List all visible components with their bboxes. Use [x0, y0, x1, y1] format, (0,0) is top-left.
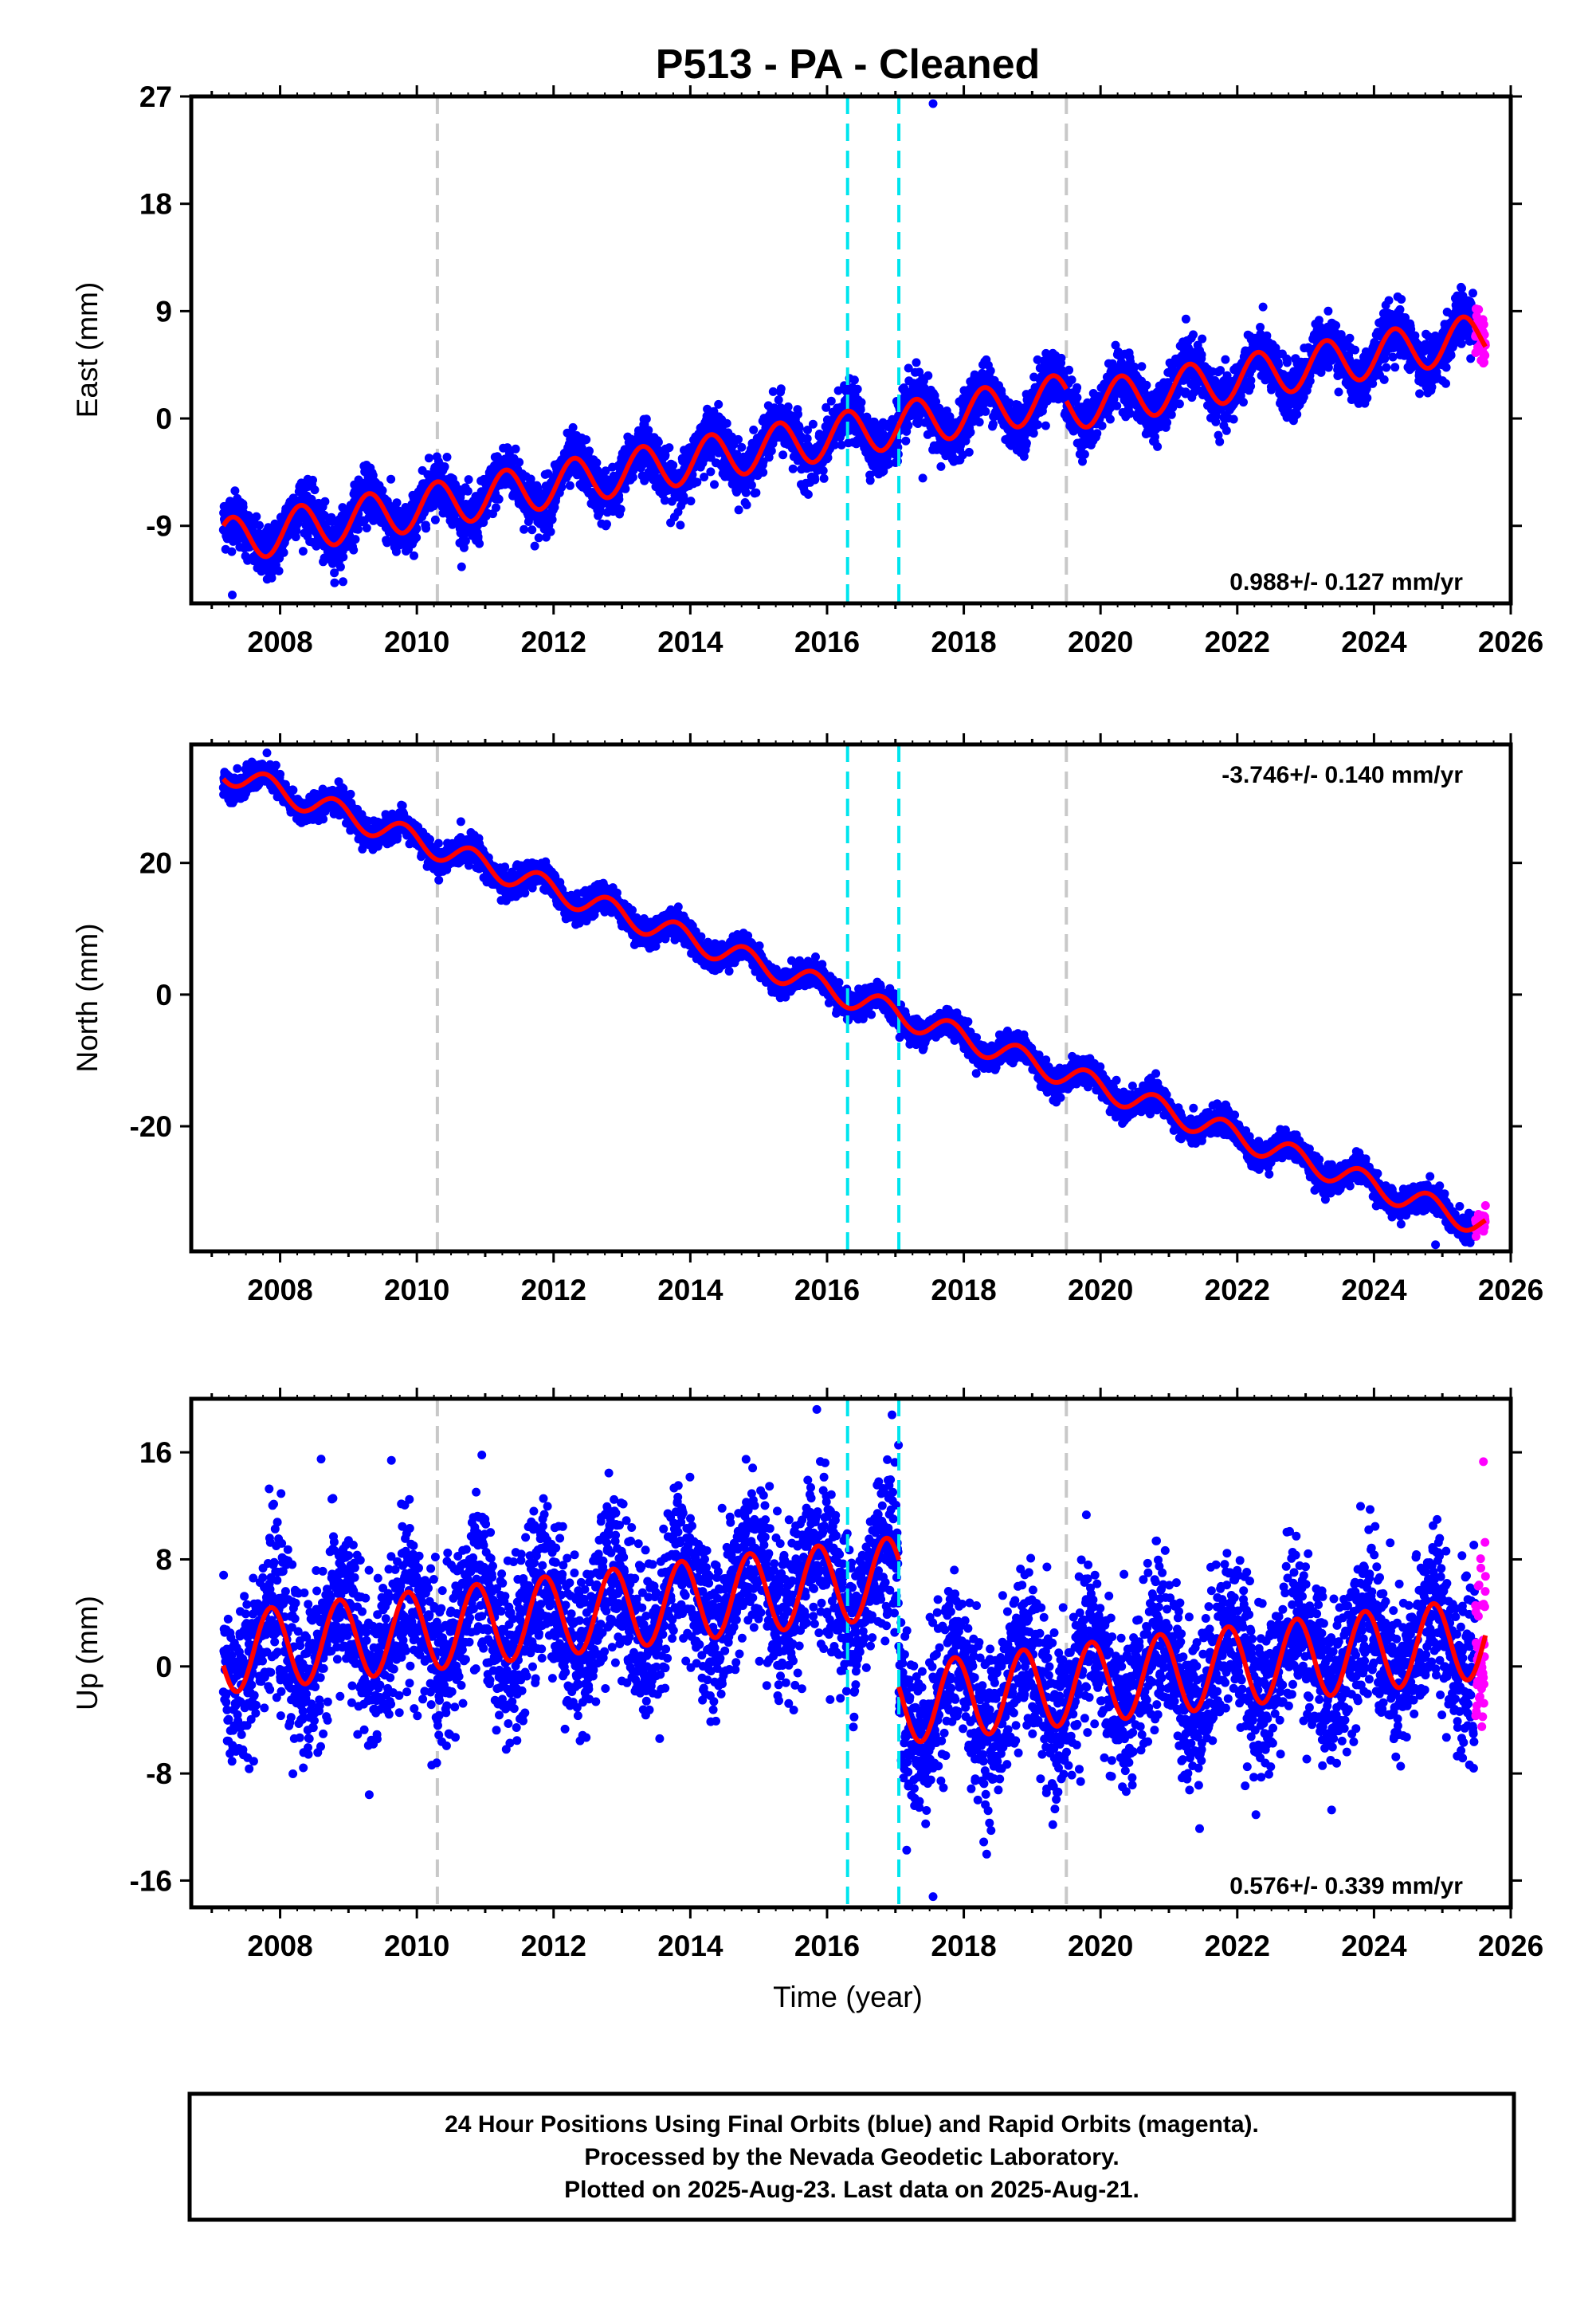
east-y-tick-label: 27 — [139, 81, 172, 113]
up-y-tick-label: 0 — [155, 1651, 172, 1683]
north-x-tick-label: 2018 — [931, 1274, 996, 1306]
north-x-tick-label: 2022 — [1205, 1274, 1270, 1306]
up-y-tick-label: 8 — [155, 1543, 172, 1576]
east-x-tick-label: 2010 — [384, 626, 449, 658]
up-frame — [189, 1396, 1513, 1910]
panel-north: 2008 2010 2012 2014 2016 2018 2020 2022 2024 2026… — [71, 733, 1543, 1306]
east-y-tick-label: 18 — [139, 188, 172, 221]
north-x-tick-label: 2008 — [247, 1274, 312, 1306]
east-final-orbit-points — [218, 99, 1480, 600]
north-y-tick-label: -20 — [130, 1110, 172, 1143]
north-x-tick-label: 2016 — [794, 1274, 860, 1306]
east-frame — [189, 94, 1513, 606]
north-rate-annotation: -3.746+/- 0.140 mm/yr — [1222, 762, 1463, 788]
east-plot-area — [218, 96, 1490, 603]
east-y-tick-label: -9 — [146, 510, 172, 543]
north-x-tick-label: 2020 — [1068, 1274, 1133, 1306]
up-y-axis-label: Up (mm) — [71, 1596, 104, 1710]
up-model-fit-line — [221, 1535, 901, 1694]
east-x-tick-label: 2022 — [1205, 626, 1270, 658]
up-x-tick-label: 2024 — [1341, 1930, 1407, 1962]
up-x-tick-label: 2014 — [657, 1930, 723, 1962]
up-x-tick-label: 2020 — [1068, 1930, 1133, 1962]
up-x-tick-label: 2018 — [931, 1930, 996, 1962]
north-frame — [189, 742, 1513, 1254]
panel-east: 2008 2010 2012 2014 2016 2018 2020 2022 2024 2026… — [71, 81, 1543, 658]
up-x-tick-label: 2026 — [1478, 1930, 1543, 1962]
east-x-tick-label: 2012 — [521, 626, 586, 658]
up-final-orbit-points — [218, 1404, 1480, 1902]
up-plot-area — [218, 1399, 1490, 1907]
north-plot-area — [218, 744, 1490, 1251]
up-x-tick-label: 2008 — [247, 1930, 312, 1962]
up-model-fit-line — [896, 1647, 1069, 1745]
north-x-tick-label: 2014 — [657, 1274, 723, 1306]
east-y-tick-label: 0 — [155, 403, 172, 435]
up-y-tick-label: -16 — [130, 1864, 172, 1897]
up-y-tick-label: -8 — [146, 1757, 172, 1790]
east-model-fit-line — [221, 373, 1069, 560]
north-x-tick-label: 2026 — [1478, 1274, 1543, 1306]
north-model-fit-line — [222, 771, 1488, 1233]
up-y-tick-label: 16 — [139, 1436, 172, 1469]
north-y-axis-label: North (mm) — [71, 923, 104, 1072]
east-x-tick-label: 2014 — [657, 626, 723, 658]
up-x-tick-label: 2016 — [794, 1930, 860, 1962]
figure-title: P513 - PA - Cleaned — [656, 41, 1041, 88]
footer-line-1: 24 Hour Positions Using Final Orbits (bl… — [445, 2111, 1259, 2138]
north-final-orbit-points — [218, 748, 1480, 1250]
north-x-tick-label: 2012 — [521, 1274, 586, 1306]
east-y-tick-label: 9 — [155, 295, 172, 328]
x-axis-label: Time (year) — [773, 1981, 923, 2013]
footer-box: 24 Hour Positions Using Final Orbits (bl… — [187, 2091, 1516, 2222]
east-y-axis-label: East (mm) — [71, 282, 104, 418]
north-y-tick-label: 0 — [155, 979, 172, 1011]
panels: 2008 2010 2012 2014 2016 2018 2020 2022 2024 2026… — [71, 81, 1543, 1962]
north-x-tick-label: 2010 — [384, 1274, 449, 1306]
east-x-tick-label: 2018 — [931, 626, 996, 658]
north-x-tick-label: 2024 — [1341, 1274, 1407, 1306]
east-x-tick-label: 2020 — [1068, 626, 1133, 658]
up-model-fit-line — [1064, 1601, 1488, 1722]
up-x-tick-label: 2022 — [1205, 1930, 1270, 1962]
east-x-tick-label: 2008 — [247, 626, 312, 658]
panel-up: 2008 2010 2012 2014 2016 2018 2020 2022 2024 2026… — [71, 1388, 1543, 1962]
footer-line-2: Processed by the Nevada Geodetic Laborat… — [584, 2144, 1119, 2170]
up-rate-annotation: 0.576+/- 0.339 mm/yr — [1229, 1873, 1463, 1899]
up-x-tick-label: 2012 — [521, 1930, 586, 1962]
up-x-tick-label: 2010 — [384, 1930, 449, 1962]
footer-line-3: Plotted on 2025-Aug-23. Last data on 202… — [564, 2177, 1139, 2203]
east-x-tick-label: 2024 — [1341, 626, 1407, 658]
north-y-tick-label: 20 — [139, 847, 172, 880]
east-model-fit-line — [1064, 314, 1488, 430]
east-x-tick-label: 2026 — [1478, 626, 1543, 658]
east-rate-annotation: 0.988+/- 0.127 mm/yr — [1229, 569, 1463, 595]
east-x-tick-label: 2016 — [794, 626, 860, 658]
